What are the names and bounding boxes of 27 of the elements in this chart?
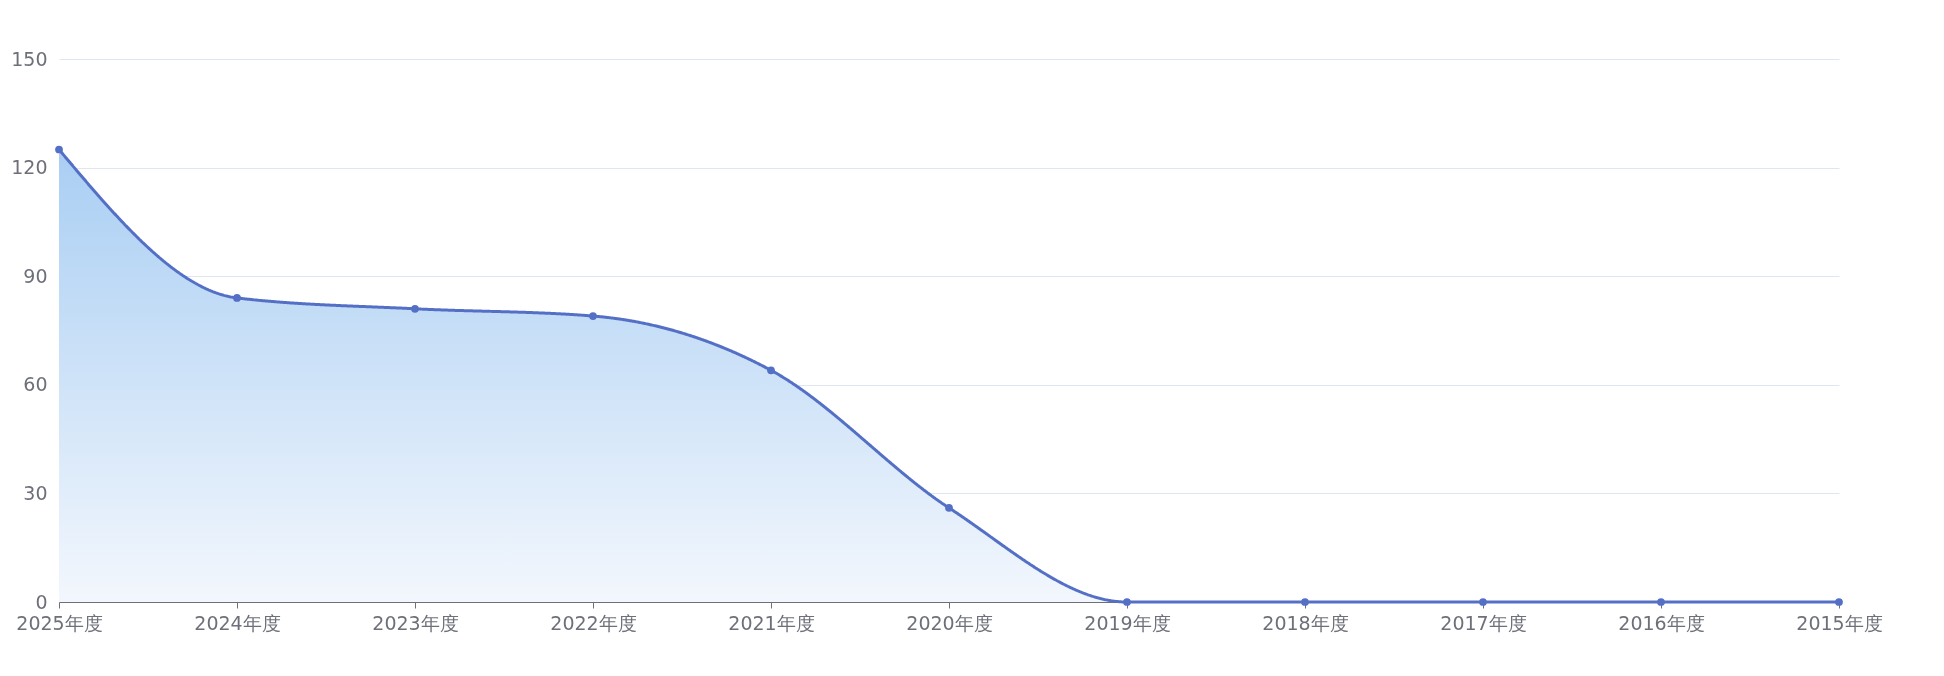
x-tick-label: 2020年度 bbox=[906, 611, 993, 634]
point bbox=[1123, 598, 1131, 606]
x-tick-label: 2024年度 bbox=[194, 611, 281, 634]
point bbox=[1301, 598, 1309, 606]
x-tick-label: 2019年度 bbox=[1084, 611, 1171, 634]
y-tick-label: 120 bbox=[11, 156, 48, 179]
y-tick-label: 90 bbox=[23, 264, 48, 287]
point bbox=[1657, 598, 1665, 606]
x-tick-label: 2017年度 bbox=[1440, 611, 1527, 634]
point bbox=[411, 304, 419, 313]
point bbox=[1479, 598, 1487, 606]
x-tick-label: 2023年度 bbox=[372, 611, 459, 634]
x-tick-label: 2021年度 bbox=[728, 611, 815, 634]
y-tick-label: 150 bbox=[11, 47, 48, 70]
x-tick-label: 2015年度 bbox=[1796, 611, 1883, 634]
point bbox=[945, 504, 953, 512]
point bbox=[589, 312, 597, 320]
point bbox=[233, 294, 241, 302]
x-tick-label: 2022年度 bbox=[550, 611, 637, 634]
point bbox=[55, 145, 63, 154]
x-tick-label: 2025年度 bbox=[16, 611, 103, 634]
y-tick-label: 30 bbox=[23, 481, 48, 504]
x-tick-label: 2018年度 bbox=[1262, 611, 1349, 634]
y-tick-label: 60 bbox=[23, 373, 48, 396]
x-tick-label: 2016年度 bbox=[1618, 611, 1705, 634]
point bbox=[767, 366, 775, 375]
y-tick-label: 0 bbox=[35, 590, 48, 613]
